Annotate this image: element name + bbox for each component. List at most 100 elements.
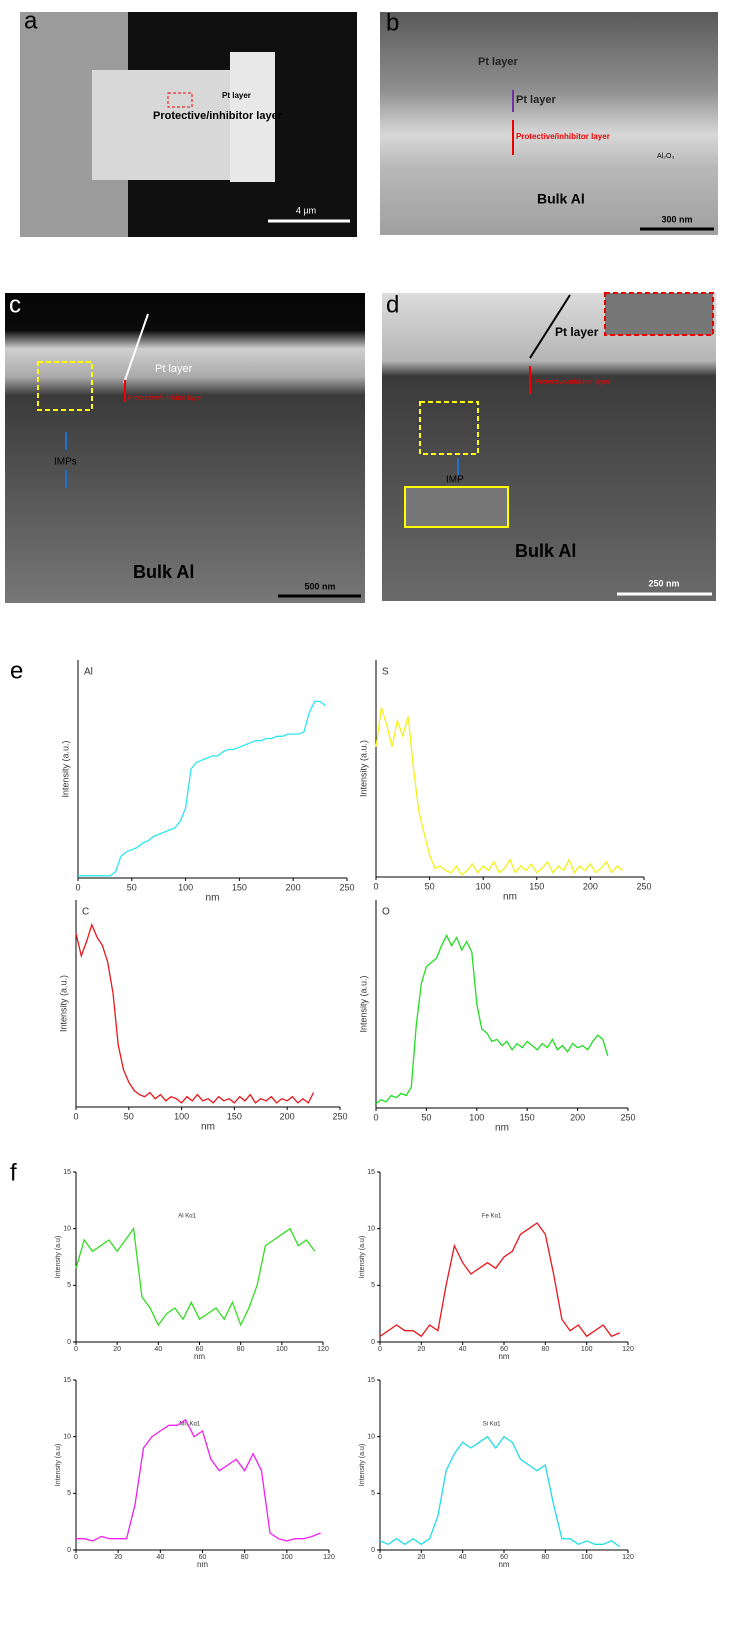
chart-title: Fe Kα1 [482,1214,502,1220]
x-tick-label: 200 [280,1111,295,1121]
y-tick-label: 15 [367,1169,375,1176]
annotation: Al₂O₃ [657,153,674,160]
lamella [92,70,242,180]
y-axis-label: Intensity (a.u) [359,1236,366,1278]
scale-label: 250 nm [648,578,679,588]
annotation: Protective/inhibitor layer [128,395,203,402]
y-tick-label: 5 [371,1490,375,1497]
x-tick-label: 50 [421,1112,431,1122]
panel-label: b [386,9,399,36]
x-tick-label: 0 [73,1111,78,1121]
data-line [375,707,624,876]
x-axis-label: nm [206,893,220,904]
y-axis-label: Intensity (a.u.) [358,975,368,1032]
chart-title: S [382,667,389,678]
data-line [375,933,609,1105]
x-tick-label: 250 [339,882,354,892]
x-tick-label: 120 [622,1346,634,1353]
region-box [419,401,479,455]
x-tick-label: 20 [417,1554,425,1561]
annotation: Bulk Al [515,541,576,561]
x-axis-label: nm [498,1560,509,1569]
x-tick-label: 40 [459,1346,467,1353]
x-tick-label: 20 [417,1346,425,1353]
data-line [75,922,315,1104]
region-box [37,361,93,411]
annotation: Bulk Al [537,191,585,207]
x-axis-label: nm [201,1122,215,1133]
x-tick-label: 150 [232,882,247,892]
panel-label: d [386,291,399,318]
y-axis-label: Intensity (a.u) [55,1236,62,1278]
x-tick-label: 0 [74,1346,78,1353]
x-tick-label: 100 [581,1346,593,1353]
x-tick-label: 100 [476,881,491,891]
x-tick-label: 0 [373,881,378,891]
x-tick-label: 0 [378,1554,382,1561]
scale-label: 4 µm [296,205,316,215]
inset [604,292,714,336]
y-tick-label: 0 [67,1547,71,1554]
x-tick-label: 40 [154,1346,162,1353]
micrograph [380,12,718,235]
x-axis-label: nm [197,1560,208,1569]
x-tick-label: 100 [281,1554,293,1561]
panel-a: a Pt layer Protective/inhibitor layer 4 … [20,7,357,237]
x-tick-label: 200 [286,882,301,892]
y-tick-label: 0 [67,1339,71,1346]
annotation: Pt layer [555,325,599,339]
x-tick-label: 150 [529,881,544,891]
data-line [379,1435,621,1548]
panel-label: e [10,657,23,684]
x-tick-label: 0 [373,1112,378,1122]
x-tick-label: 60 [500,1554,508,1561]
x-tick-label: 200 [570,1112,585,1122]
annotation: IMP [446,475,464,486]
y-tick-label: 5 [371,1282,375,1289]
x-tick-label: 80 [541,1346,549,1353]
x-tick-label: 0 [378,1346,382,1353]
y-axis-label: Intensity (a.u) [55,1444,62,1486]
x-tick-label: 80 [237,1346,245,1353]
y-tick-label: 10 [63,1226,71,1233]
y-tick-label: 5 [67,1282,71,1289]
scale-label: 500 nm [304,581,335,591]
x-tick-label: 20 [114,1554,122,1561]
y-tick-label: 0 [371,1547,375,1554]
chart-title: Al Kα1 [178,1214,196,1220]
y-axis-label: Intensity (a.u.) [358,740,368,797]
annotation: Pt layer [222,91,251,100]
x-tick-label: 250 [620,1112,635,1122]
chart-title: O [382,907,390,918]
x-tick-label: 100 [276,1346,288,1353]
x-tick-label: 60 [500,1346,508,1353]
x-axis-label: nm [503,892,517,903]
arrow [529,294,571,359]
x-tick-label: 100 [581,1554,593,1561]
data-line [76,1418,321,1542]
annotation: Pt layer [516,94,556,106]
chart-title: Mn Kα1 [179,1422,200,1428]
x-tick-label: 20 [113,1346,121,1353]
y-tick-label: 10 [367,1434,375,1441]
y-tick-label: 10 [367,1226,375,1233]
arrow [123,313,149,384]
chart-title: C [82,907,89,918]
x-tick-label: 120 [323,1554,335,1561]
data-line [78,700,326,877]
x-tick-label: 50 [425,881,435,891]
x-tick-label: 0 [75,882,80,892]
annotation: Protective/inhibitor layer [516,132,610,141]
panel-c: c Pt layer Protective/inhibitor layer IM… [5,291,365,603]
panel-label: a [24,7,38,34]
chart-title: Si Kα1 [483,1422,501,1428]
x-tick-label: 100 [469,1112,484,1122]
lamella-edge [230,52,275,182]
x-tick-label: 120 [317,1346,329,1353]
annotation: Protective/inhibitor layer [535,379,610,386]
inset [404,486,509,528]
x-tick-label: 200 [583,881,598,891]
y-axis-label: Intensity (a.u.) [60,740,70,797]
x-tick-label: 40 [459,1554,467,1561]
x-tick-label: 40 [156,1554,164,1561]
